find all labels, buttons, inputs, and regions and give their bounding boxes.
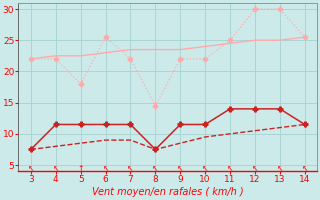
Text: ↖: ↖ [277, 164, 283, 173]
Text: ↖: ↖ [52, 164, 59, 173]
Text: ↖: ↖ [28, 164, 34, 173]
Text: ↖: ↖ [202, 164, 208, 173]
Text: ↖: ↖ [177, 164, 183, 173]
Text: ↖: ↖ [301, 164, 308, 173]
X-axis label: Vent moyen/en rafales ( km/h ): Vent moyen/en rafales ( km/h ) [92, 187, 244, 197]
Text: ↖: ↖ [227, 164, 233, 173]
Text: ↖: ↖ [152, 164, 159, 173]
Text: ↖: ↖ [102, 164, 109, 173]
Text: ↑: ↑ [77, 164, 84, 173]
Text: ↖: ↖ [127, 164, 134, 173]
Text: ↖: ↖ [252, 164, 258, 173]
